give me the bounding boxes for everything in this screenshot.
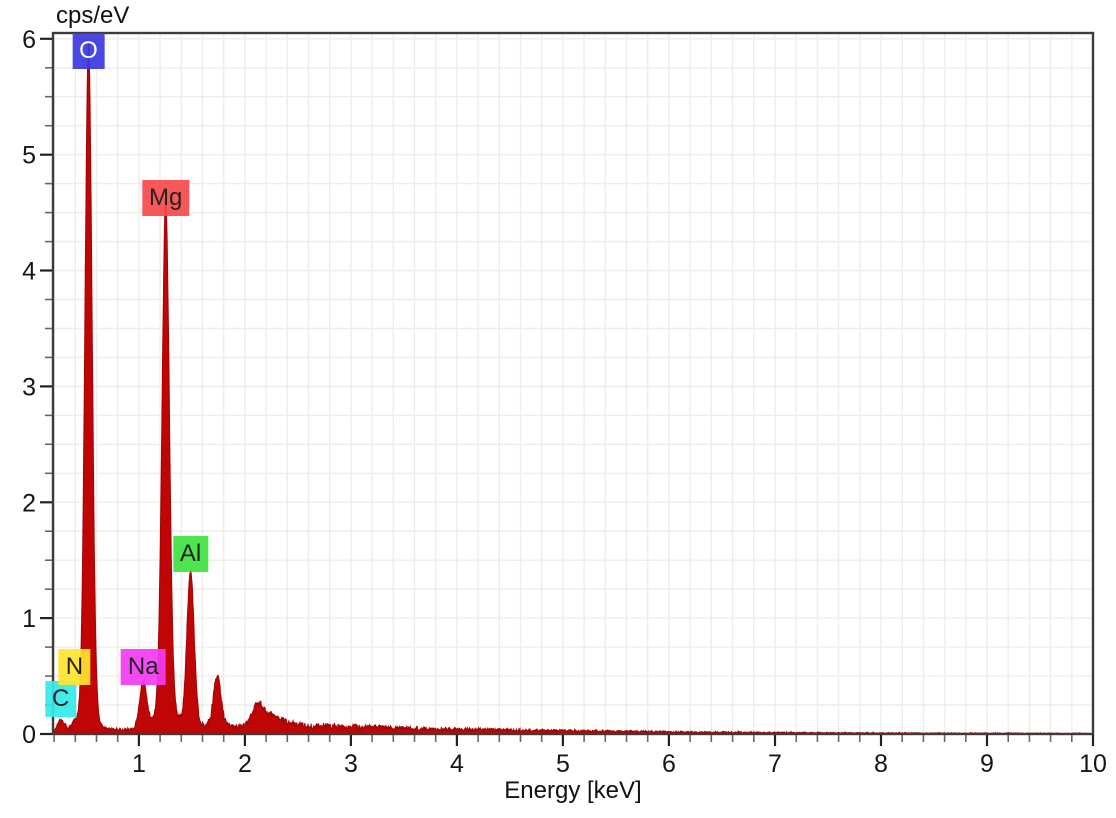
x-tick-label: 1 (132, 750, 146, 778)
x-axis-title: Energy [keV] (504, 777, 642, 804)
y-tick-label: 1 (22, 605, 36, 633)
y-tick-label: 2 (22, 489, 36, 517)
element-label-Na: Na (120, 648, 166, 685)
y-axis-unit-label: cps/eV (56, 2, 130, 29)
x-tick-label: 2 (238, 750, 252, 778)
x-tick-label: 5 (556, 750, 570, 778)
x-tick-label: 8 (874, 750, 888, 778)
y-tick-label: 0 (22, 721, 36, 749)
element-label-N: N (58, 648, 91, 685)
plot-frame (51, 31, 1095, 736)
x-tick-label: 3 (344, 750, 358, 778)
y-tick-label: 5 (22, 142, 36, 170)
y-tick-label: 6 (22, 26, 36, 54)
x-tick-label: 9 (980, 750, 994, 778)
element-label-Mg: Mg (142, 180, 190, 217)
x-tick-label: 10 (1079, 750, 1107, 778)
x-tick-label: 7 (768, 750, 782, 778)
x-tick-label: 4 (450, 750, 464, 778)
y-tick-label: 4 (22, 258, 36, 286)
spectrum-curve (52, 42, 1094, 735)
element-label-O: O (72, 32, 105, 69)
element-label-C: C (44, 680, 77, 717)
element-label-Al: Al (172, 535, 209, 572)
y-tick-label: 3 (22, 373, 36, 401)
x-tick-label: 6 (662, 750, 676, 778)
